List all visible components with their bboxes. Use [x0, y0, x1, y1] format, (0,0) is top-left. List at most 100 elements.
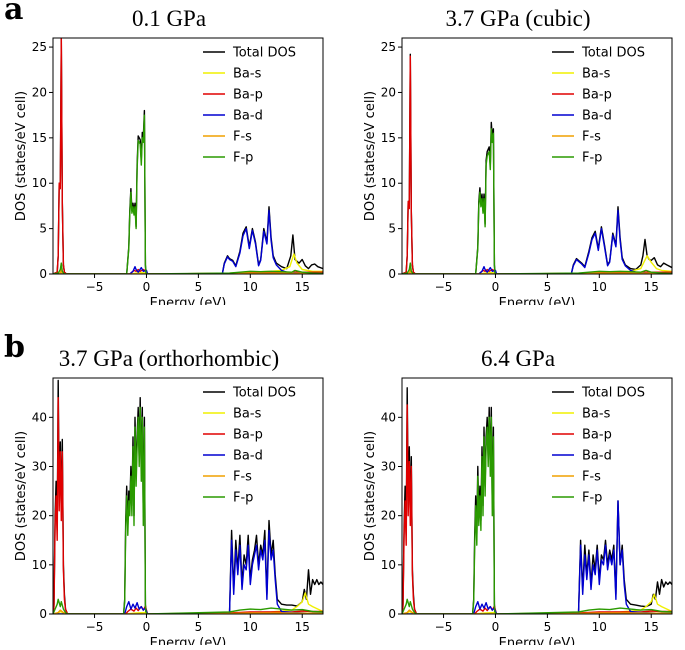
series-line-total-dos	[402, 387, 672, 614]
series-line-f-s	[402, 609, 672, 614]
series-line-f-p	[402, 128, 672, 274]
y-tick-label: 0	[388, 607, 396, 621]
plot-title: 6.4 GPa	[480, 346, 556, 371]
y-tick-label: 40	[32, 410, 47, 424]
series-line-total-dos	[402, 53, 672, 274]
series-line-f-s	[53, 609, 323, 614]
legend-label: F-p	[582, 491, 602, 506]
series-line-f-p	[53, 406, 323, 614]
series-line-f-p	[53, 114, 323, 274]
series-line-total-dos	[53, 38, 323, 274]
legend-label: Total DOS	[232, 46, 296, 61]
x-tick-label: 0	[143, 620, 151, 634]
axes-frame	[52, 37, 324, 275]
x-tick-label: 10	[243, 620, 258, 634]
legend-label: F-s	[582, 130, 601, 145]
plot-title: 0.1 GPa	[131, 6, 207, 31]
plot-area	[402, 53, 672, 274]
legend-label: F-s	[582, 470, 601, 485]
axes-frame	[401, 37, 673, 275]
x-tick-label: 15	[644, 620, 659, 634]
axes-frame	[52, 377, 324, 615]
legend-label: Ba-s	[582, 67, 611, 82]
dos-plot-1: 3.7 GPa (cubic) −5 0 5 10 15 0 5 10 15 20 25 Energy…	[357, 0, 679, 311]
x-tick-label: 10	[592, 620, 607, 634]
panel-label-a: a	[4, 0, 24, 27]
series-line-ba-p	[402, 55, 672, 274]
y-tick-label: 20	[381, 509, 396, 523]
legend-label: Total DOS	[581, 46, 645, 61]
series-line-ba-d	[402, 209, 672, 274]
y-axis-label: DOS (states/eV cell)	[14, 431, 29, 561]
y-tick-label: 40	[381, 410, 396, 424]
legend-label: Ba-d	[233, 109, 263, 124]
y-tick-label: 5	[388, 222, 396, 236]
y-tick-label: 25	[381, 40, 396, 54]
x-tick-label: 5	[544, 280, 552, 294]
x-axis-label: Energy (eV)	[499, 636, 576, 645]
x-tick-label: 0	[143, 280, 151, 294]
x-axis-label: Energy (eV)	[499, 296, 576, 305]
legend-label: F-p	[233, 491, 253, 506]
y-tick-label: 5	[39, 222, 47, 236]
x-tick-label: −5	[86, 280, 104, 294]
series-line-f-s	[53, 268, 323, 274]
y-tick-label: 20	[32, 509, 47, 523]
legend-label: Ba-d	[582, 109, 612, 124]
x-tick-label: 5	[195, 620, 203, 634]
y-axis-label: DOS (states/eV cell)	[14, 91, 29, 221]
y-tick-label: 20	[32, 85, 47, 99]
y-tick-label: 25	[32, 40, 47, 54]
legend-label: Ba-p	[233, 88, 263, 103]
series-line-total-dos	[53, 379, 323, 614]
y-tick-label: 30	[32, 460, 47, 474]
y-axis-label: DOS (states/eV cell)	[363, 91, 378, 221]
legend-label: Ba-p	[582, 428, 612, 443]
dos-plot-2: 3.7 GPa (orthorhombic) −5 0 5 10 15 0 10 20 30 40…	[8, 340, 330, 650]
series-line-f-p	[402, 416, 672, 614]
y-tick-label: 0	[39, 267, 47, 281]
panel-label-b: b	[4, 330, 25, 365]
x-tick-label: 5	[544, 620, 552, 634]
x-tick-label: −5	[435, 280, 453, 294]
x-axis-label: Energy (eV)	[150, 296, 227, 305]
plot-area	[53, 38, 323, 274]
x-tick-label: 0	[492, 280, 500, 294]
axes-frame	[401, 377, 673, 615]
plot-title: 3.7 GPa (cubic)	[445, 6, 591, 31]
y-axis-label: DOS (states/eV cell)	[363, 431, 378, 561]
y-tick-label: 10	[32, 176, 47, 190]
legend-label: Ba-d	[233, 449, 263, 464]
dos-chart-svg: −5 0 5 10 15 0 5 10 15 20 25 Energy (eV) DOS (states…	[14, 37, 324, 311]
legend-label: Ba-p	[233, 428, 263, 443]
dos-plot-0: 0.1 GPa −5 0 5 10 15 0 5 10 15 20 25 Energy (eV) DOS…	[8, 0, 330, 311]
plot-title: 3.7 GPa (orthorhombic)	[58, 346, 280, 371]
dos-plot-3: 6.4 GPa −5 0 5 10 15 0 10 20 30 40 Energy (eV) DOS …	[357, 340, 679, 650]
x-tick-label: 0	[492, 620, 500, 634]
legend-label: Total DOS	[232, 386, 296, 401]
x-axis-label: Energy (eV)	[150, 636, 227, 645]
legend-label: Ba-s	[582, 407, 611, 422]
y-tick-label: 0	[39, 607, 47, 621]
y-tick-label: 30	[381, 460, 396, 474]
x-tick-label: 5	[195, 280, 203, 294]
y-tick-label: 15	[381, 131, 396, 145]
x-tick-label: −5	[86, 620, 104, 634]
y-tick-label: 0	[388, 267, 396, 281]
series-line-ba-p	[53, 38, 323, 274]
plot-area	[402, 387, 672, 614]
x-tick-label: 10	[592, 280, 607, 294]
dos-chart-svg: −5 0 5 10 15 0 10 20 30 40 Energy (eV) DOS (states/…	[363, 377, 673, 650]
legend-label: Ba-s	[233, 407, 262, 422]
plot-area	[53, 379, 323, 614]
series-line-ba-d	[53, 209, 323, 274]
series-line-ba-p	[402, 404, 672, 614]
x-tick-label: 15	[644, 280, 659, 294]
legend-label: Total DOS	[581, 386, 645, 401]
legend-label: Ba-s	[233, 67, 262, 82]
dos-chart-svg: −5 0 5 10 15 0 5 10 15 20 25 Energy (eV) DOS (states…	[363, 37, 673, 311]
series-line-ba-d	[53, 529, 323, 614]
legend-label: F-p	[233, 151, 253, 166]
y-tick-label: 20	[381, 85, 396, 99]
y-tick-label: 10	[381, 558, 396, 572]
